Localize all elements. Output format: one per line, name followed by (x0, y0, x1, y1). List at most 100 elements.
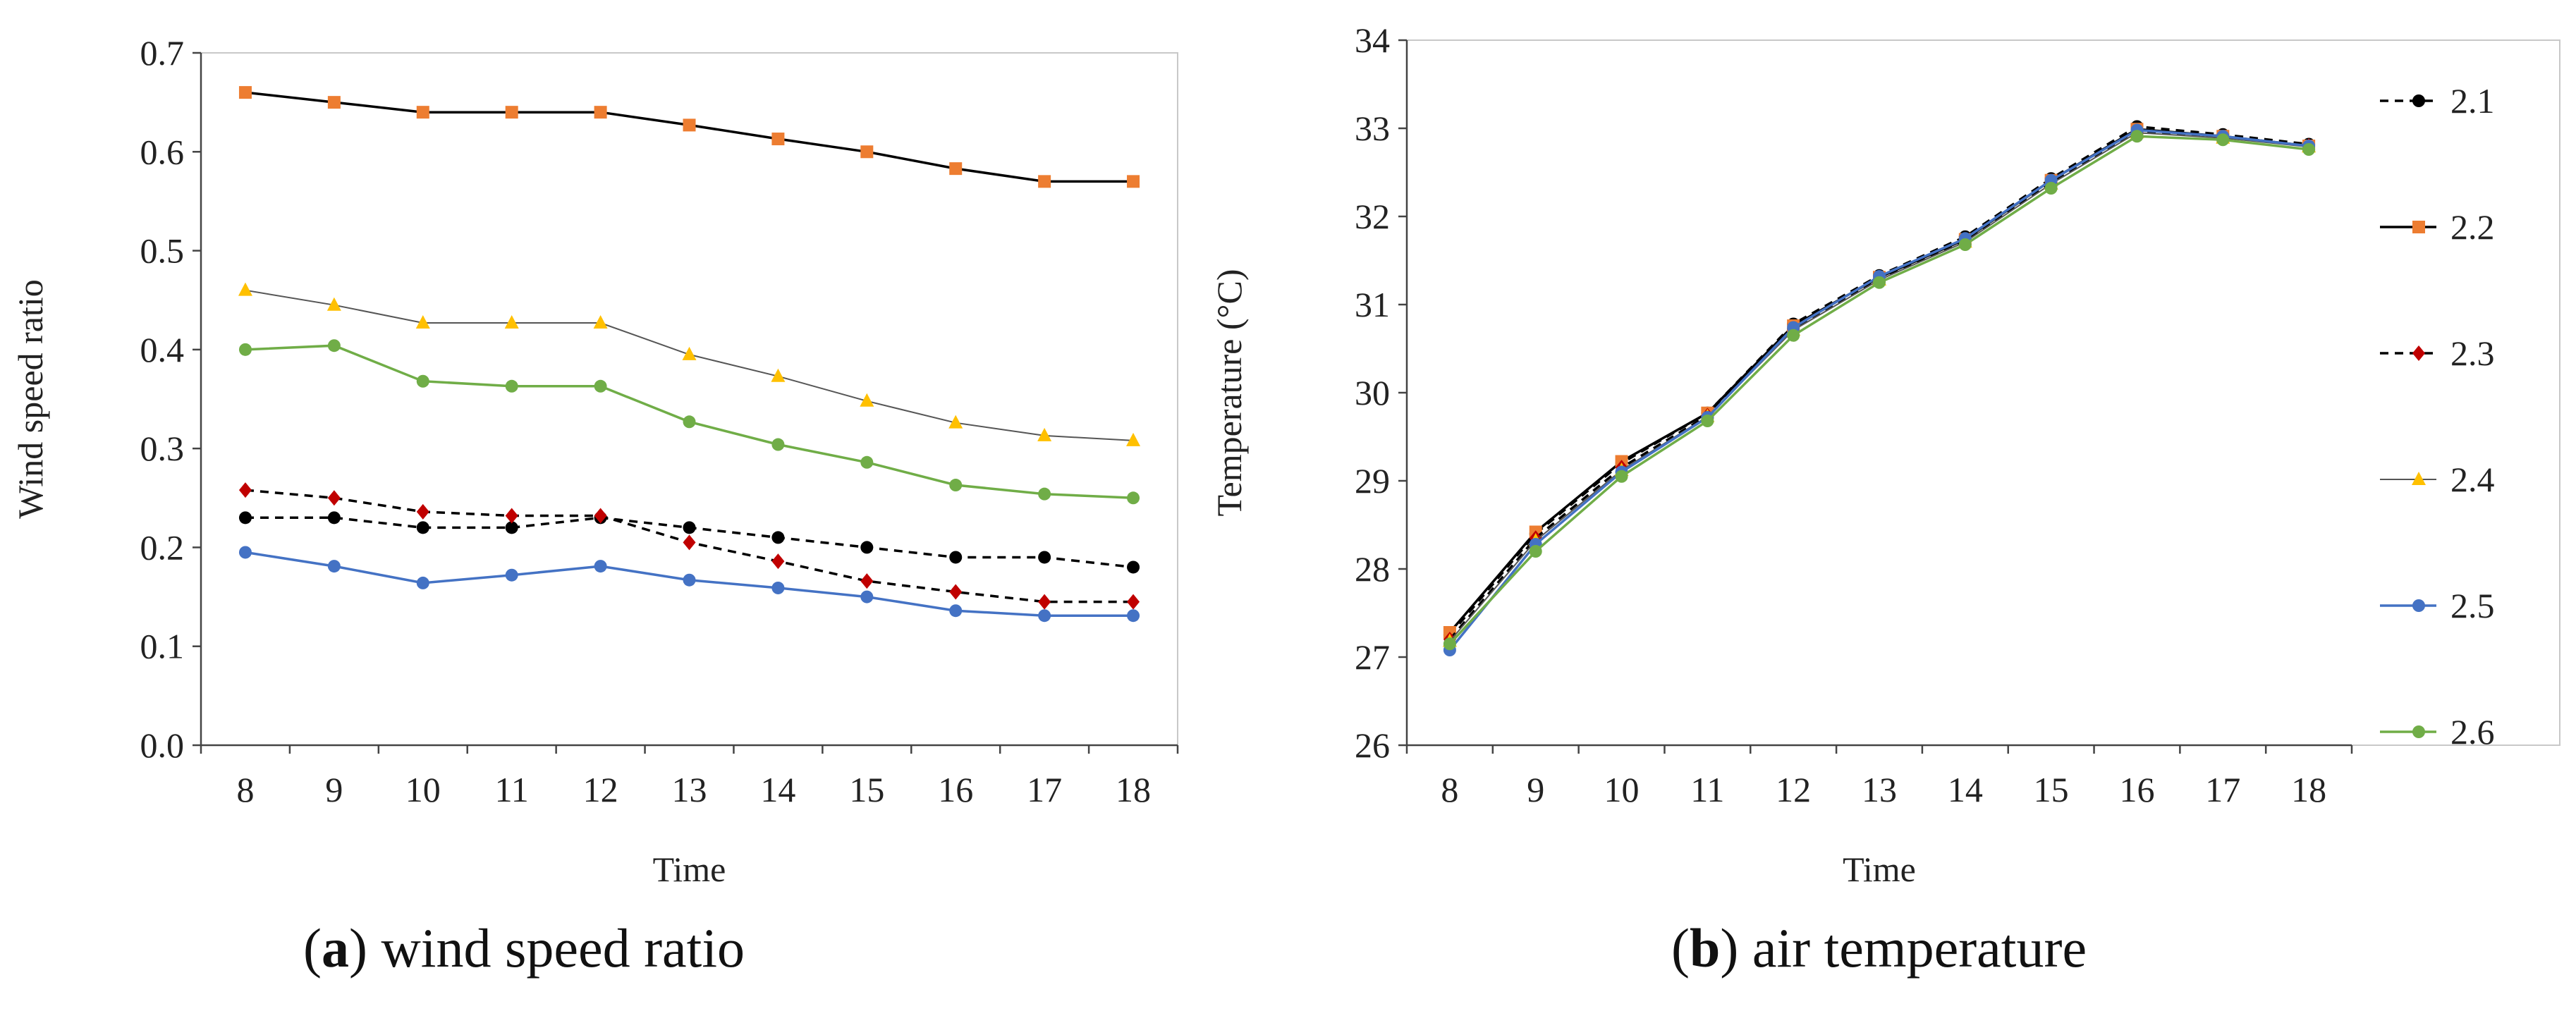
chart-a-y-tick-label: 0.1 (140, 627, 185, 666)
chart-a-series-2.6-point (416, 374, 429, 388)
chart-b-series-2.4 (1442, 125, 2316, 647)
chart-b-x-tick-label: 14 (1948, 770, 1983, 809)
chart-b-legend-marker (2412, 725, 2425, 738)
chart-b-legend-label: 2.3 (2450, 333, 2495, 373)
chart-a-series-2.6-point (1038, 487, 1051, 501)
chart-b-y-tick-label: 28 (1355, 549, 1390, 589)
chart-b-series-2.6-point (1787, 329, 1800, 342)
chart-b-series-2.6-point (1529, 545, 1542, 558)
chart-a-series-2.5-point (327, 560, 341, 573)
chart-a-series-2.6 (238, 339, 1140, 505)
chart-b-x-tick-label: 10 (1604, 770, 1640, 809)
chart-a-y-tick-label: 0.6 (140, 132, 185, 171)
chart-a-series-2.1-point (860, 541, 874, 554)
chart-a-series-2.2-point (771, 133, 785, 146)
chart-a-series-2.1-point (771, 531, 785, 544)
chart-a-series-2.3-point (327, 490, 341, 506)
chart-a-series-2.1-point (327, 511, 341, 525)
chart-a-series-2.6-point (1127, 491, 1140, 505)
chart-b-series-2.6-point (2216, 133, 2230, 147)
chart-a-series-2.1-point (683, 521, 696, 534)
chart-a-x-tick-label: 13 (672, 770, 707, 809)
caption-a: (a) wind speed ratio (303, 917, 745, 979)
chart-b-series-2.6-point (1958, 238, 1972, 251)
chart-a-series-2.5-point (505, 568, 518, 582)
chart-b-series-2.6-point (2302, 143, 2316, 156)
chart-a-series-2.1-point (1127, 560, 1140, 574)
chart-a-series-2.3-point (505, 508, 518, 524)
chart-a-series-2.2-point (1127, 175, 1140, 188)
chart-a-series-2.2-point (238, 86, 252, 99)
chart-a-series-2.3-point (594, 508, 607, 524)
chart-b-air-temperature: 26 27 28 29 30 31 32 33 34 8 9 10 11 12 13 14 15 16 17 18 Ti… (1209, 20, 2560, 889)
chart-a-series-2.3 (238, 482, 1140, 610)
chart-b-y-tick-label: 31 (1355, 285, 1390, 324)
chart-a-series-2.2-point (327, 96, 341, 109)
chart-b-series-2.1 (1443, 120, 2316, 642)
chart-a-y-tick-label: 0.5 (140, 231, 185, 271)
chart-b-x-tick-label: 13 (1862, 770, 1897, 809)
chart-a-series-2.3-point (1127, 594, 1140, 610)
chart-a-series-2.5-point (860, 590, 874, 603)
chart-a-series-2.6-point (505, 379, 518, 393)
chart-a-series-2.5-point (594, 560, 607, 573)
chart-a-x-tick-label: 11 (495, 770, 529, 809)
chart-b-legend-label: 2.2 (2450, 207, 2495, 247)
chart-a-series-2.6-point (238, 343, 252, 356)
chart-b-series-2.6-point (1701, 415, 1714, 427)
chart-b-x-tick-label: 9 (1527, 770, 1544, 809)
chart-b-series-2.4-line (1449, 132, 2309, 642)
caption-b-text: air temperature (1738, 917, 2087, 979)
chart-a-series-2.2-point (416, 106, 429, 119)
chart-a-x-tick-label: 14 (760, 770, 795, 809)
chart-b-series-2.2-line (1448, 128, 2309, 634)
chart-a-x-tick-label: 16 (938, 770, 973, 809)
chart-b-legend-marker (2412, 221, 2425, 233)
chart-a-series-2.4-point (682, 346, 697, 360)
chart-a-series-2.4-point (948, 415, 963, 429)
chart-a-series-2.4-point (415, 314, 430, 329)
chart-b-series-2.1-line (1448, 125, 2309, 636)
chart-a-y-tick-label: 0.4 (140, 330, 185, 369)
chart-b-y-axis-title: Temperature (°C) (1209, 269, 1249, 516)
chart-a-x-axis-title: Time (653, 850, 726, 889)
caption-a-text: wind speed ratio (367, 917, 745, 979)
chart-b-legend-item: 2.5 (2380, 586, 2495, 625)
chart-a-series-2.3-point (683, 534, 696, 551)
chart-a-series-2.5-point (1127, 609, 1140, 623)
chart-a-x-tick-label: 9 (325, 770, 343, 809)
chart-a-series-2.4-point (593, 314, 608, 329)
chart-a-series-2.3-point (238, 482, 252, 498)
chart-b-series-2.6-point (1873, 276, 1886, 289)
chart-b-series-2.6-point (1615, 470, 1628, 483)
chart-b-series-2.6-point (2044, 182, 2058, 195)
chart-a-series-2.5-point (683, 573, 696, 587)
chart-b-legend-marker (2412, 94, 2425, 107)
chart-b-y-tick-label: 34 (1355, 20, 1390, 60)
chart-a-x-tick-label: 15 (849, 770, 884, 809)
chart-b-x-tick-label: 8 (1441, 770, 1458, 809)
chart-a-series-2.6-point (327, 339, 341, 353)
chart-a-series-2.4-point (860, 393, 874, 407)
chart-a-series-2.2-point (594, 106, 607, 119)
chart-a-series-2.3-point (416, 503, 429, 520)
chart-a-series-2.6-point (683, 415, 696, 429)
chart-a-series-2.5-point (771, 581, 785, 594)
chart-a-series-2.2 (238, 86, 1140, 188)
chart-b-legend-label: 2.6 (2450, 712, 2495, 752)
chart-a-series-2.5 (238, 546, 1140, 623)
chart-b-x-axis-title: Time (1843, 850, 1916, 889)
chart-b-x-tick-label: 18 (2291, 770, 2326, 809)
chart-b-legend-item: 2.6 (2380, 712, 2495, 752)
chart-a-series-2.3-point (860, 573, 874, 589)
chart-a-series-2.2-point (949, 162, 963, 176)
chart-b-legend-item: 2.3 (2380, 333, 2495, 373)
chart-a-x-tick-label: 17 (1027, 770, 1062, 809)
chart-b-series-2.5 (1443, 123, 2316, 656)
chart-a-series-2.6-point (949, 479, 963, 492)
chart-b-x-tick-label: 16 (2119, 770, 2154, 809)
chart-b-x-tick-label: 12 (1776, 770, 1811, 809)
chart-a-series-2.1-point (949, 551, 963, 564)
chart-b-x-tick-label: 11 (1690, 770, 1724, 809)
chart-b-legend-marker (2412, 345, 2425, 361)
